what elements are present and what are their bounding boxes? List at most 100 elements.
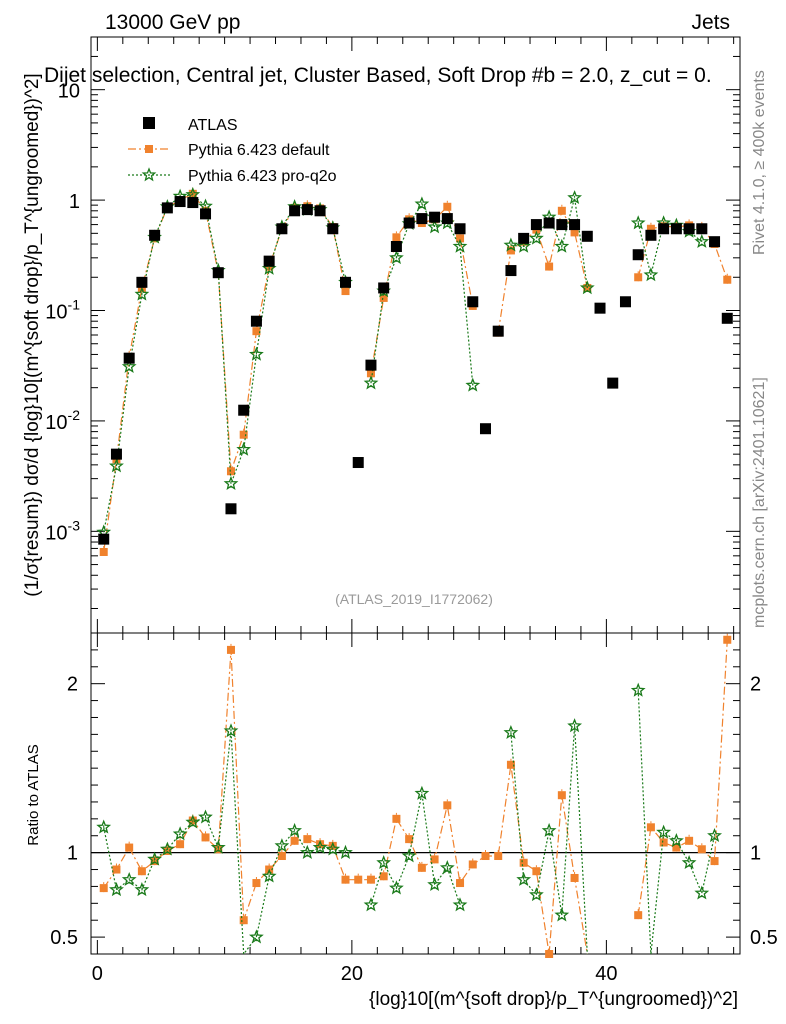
ratio-point-proq2o xyxy=(121,871,137,886)
ratio-point-proq2o xyxy=(96,819,112,834)
ratio-point-proq2o xyxy=(172,826,188,841)
ratio-point-proq2o xyxy=(198,809,213,824)
ratio-point-default xyxy=(405,835,414,844)
atlas-data-point xyxy=(581,230,593,242)
atlas-data-point xyxy=(658,223,670,235)
atlas-series xyxy=(98,196,733,545)
axes-ticks: 0 20 40 10-3 10-2 10-1 1 10 0.5 0.5 1 1 2 2 xyxy=(45,36,778,985)
ratio-y-tick-label-right: 0.5 xyxy=(750,927,778,949)
main-point-default xyxy=(570,228,579,237)
atlas-data-point xyxy=(250,315,262,327)
ratio-y-tick-label: 1 xyxy=(67,843,78,865)
main-point-proq2o xyxy=(236,441,252,456)
ratio-y-tick-label: 2 xyxy=(67,674,78,696)
ratio-point-default xyxy=(710,857,719,866)
atlas-data-point xyxy=(340,276,352,288)
ratio-point-proq2o xyxy=(427,876,442,892)
x-tick-label: 40 xyxy=(595,963,617,985)
ratio-point-proq2o xyxy=(389,880,404,895)
atlas-data-point xyxy=(479,423,491,435)
ratio-point-default xyxy=(519,858,528,867)
ratio-point-default xyxy=(532,867,541,876)
main-point-proq2o xyxy=(630,215,646,230)
ratio-point-proq2o xyxy=(210,839,226,854)
ratio-point-default xyxy=(112,865,121,874)
ratio-point-default xyxy=(417,863,426,872)
atlas-data-point xyxy=(645,229,657,241)
ratio-y-tick-label: 0.5 xyxy=(50,927,78,949)
atlas-data-point xyxy=(607,377,619,389)
main-point-default xyxy=(443,202,452,211)
ratio-point-default xyxy=(290,836,299,845)
ratio-point-default xyxy=(226,645,235,654)
ratio-point-proq2o xyxy=(223,723,239,738)
ratio-point-proq2o xyxy=(401,848,417,863)
ratio-point-proq2o xyxy=(669,833,684,848)
atlas-data-point xyxy=(123,352,135,364)
main-point-default xyxy=(99,547,108,556)
ratio-point-proq2o xyxy=(159,841,175,856)
legend-marker-default xyxy=(145,145,153,153)
ratio-point-default xyxy=(150,857,159,866)
atlas-data-point xyxy=(467,296,479,308)
atlas-data-point xyxy=(263,255,275,267)
main-point-proq2o xyxy=(363,375,379,390)
atlas-data-point xyxy=(136,276,148,288)
main-point-proq2o xyxy=(223,475,239,491)
ratio-point-proq2o xyxy=(312,839,328,854)
y-axis-label-ratio: Ratio to ATLAS xyxy=(25,744,42,845)
ratio-point-default xyxy=(634,911,643,920)
main-point-proq2o xyxy=(516,238,532,253)
atlas-data-point xyxy=(530,219,542,231)
atlas-data-point xyxy=(696,223,708,235)
main-point-proq2o xyxy=(694,233,710,248)
legend-label-atlas: ATLAS xyxy=(188,117,238,134)
atlas-data-point xyxy=(632,249,644,261)
ratio-y-tick-label-right: 2 xyxy=(750,674,761,696)
ratio-point-proq2o xyxy=(338,844,353,859)
ratio-point-proq2o xyxy=(414,785,430,800)
ratio-point-proq2o xyxy=(694,885,710,900)
x-tick-label: 0 xyxy=(92,963,103,985)
y-tick-label: 10 xyxy=(58,81,80,103)
atlas-data-point xyxy=(301,204,313,216)
y-tick-label: 10-1 xyxy=(45,297,80,324)
main-point-proq2o xyxy=(579,280,595,295)
main-point-proq2o xyxy=(529,230,544,245)
atlas-data-point xyxy=(365,359,377,371)
main-point-proq2o xyxy=(248,346,264,361)
ratio-point-proq2o xyxy=(707,827,723,843)
legend-label-proq2o: Pythia 6.423 pro-q2o xyxy=(188,168,337,185)
atlas-data-point xyxy=(429,211,441,223)
ratio-point-proq2o xyxy=(248,929,264,944)
ratio-point-proq2o xyxy=(108,882,124,897)
ratio-point-default xyxy=(468,860,477,869)
main-point-default xyxy=(456,234,465,243)
ratio-point-default xyxy=(659,838,668,847)
ratio-point-default xyxy=(328,841,337,850)
ratio-point-proq2o xyxy=(439,859,455,875)
y-tick-label: 1 xyxy=(69,191,80,213)
ratio-point-proq2o xyxy=(185,814,201,829)
ratio-point-default xyxy=(545,950,554,958)
main-point-default xyxy=(646,224,655,233)
x-tick-label: 20 xyxy=(341,963,363,985)
ratio-point-default xyxy=(494,852,503,861)
ratio-panel-frame xyxy=(90,632,741,955)
atlas-data-point xyxy=(378,282,390,294)
ratio-point-default xyxy=(163,846,172,855)
ratio-point-default xyxy=(685,836,694,845)
y-axis-label-main: (1/σ{resum}) dσ/d {log}10[(m^{soft drop}… xyxy=(22,73,43,596)
atlas-data-point xyxy=(238,404,250,416)
atlas-data-point xyxy=(327,223,339,235)
main-point-default xyxy=(341,287,350,296)
main-line-default xyxy=(103,193,728,553)
atlas-data-point xyxy=(390,240,402,252)
main-line-proq2o xyxy=(103,194,703,533)
atlas-data-point xyxy=(543,217,555,229)
ratio-point-proq2o xyxy=(516,871,532,886)
ratio-point-proq2o xyxy=(529,887,544,902)
atlas-data-point xyxy=(505,265,517,277)
category-label: Jets xyxy=(691,11,730,34)
atlas-data-point xyxy=(670,223,682,235)
